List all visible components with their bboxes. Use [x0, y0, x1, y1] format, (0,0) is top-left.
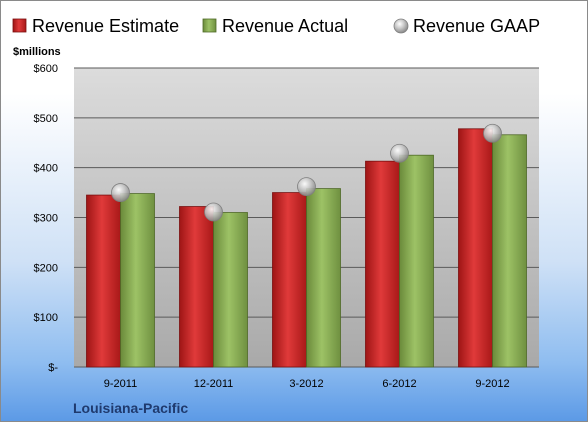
revenue-gaap-marker — [204, 202, 223, 222]
x-tick-label: 6-2012 — [382, 378, 416, 390]
revenue-gaap-marker — [483, 123, 502, 143]
y-tick-label: $500 — [34, 113, 58, 125]
revenue-estimate-bar — [365, 160, 400, 368]
revenue-estimate-bar — [272, 192, 307, 368]
y-tick-label: $600 — [34, 63, 58, 75]
revenue-estimate-bar — [179, 206, 214, 368]
revenue-actual-bar — [120, 193, 155, 368]
bars — [86, 128, 527, 368]
y-tick-label: $200 — [34, 262, 58, 274]
legend-revenue-estimate-label: Revenue Estimate — [32, 16, 179, 36]
revenue-actual-bar — [399, 154, 434, 368]
revenue-estimate-bar — [86, 194, 121, 368]
company-name: Louisiana-Pacific — [73, 400, 188, 416]
legend-revenue-actual-label: Revenue Actual — [222, 16, 348, 36]
revenue-actual-bar — [492, 134, 527, 368]
legend: Revenue Estimate Revenue Actual Revenue GA… — [12, 16, 540, 36]
x-tick-label: 3-2012 — [289, 378, 323, 390]
revenue-gaap-marker — [297, 177, 316, 197]
y-tick-label: $400 — [34, 163, 58, 175]
gaap-markers — [111, 123, 502, 222]
revenue-estimate-bar — [458, 128, 493, 368]
revenue-actual-bar — [213, 212, 248, 368]
legend-revenue-gaap-swatch — [393, 18, 409, 34]
x-tick-label: 9-2012 — [475, 378, 509, 390]
legend-revenue-gaap-label: Revenue GAAP — [413, 16, 540, 36]
revenue-actual-bar — [306, 188, 341, 368]
y-tick-label: $100 — [34, 312, 58, 324]
x-tick-label: 9-2011 — [104, 378, 137, 390]
revenue-gaap-marker — [111, 183, 130, 202]
y-tick-label: $- — [48, 362, 58, 374]
legend-revenue-estimate-swatch — [12, 18, 27, 33]
y-axis-unit-label: $millions — [13, 46, 61, 58]
x-axis-ticks: 9-2011 12-2011 3-2012 6-2012 9-2012 — [104, 378, 510, 390]
y-tick-label: $300 — [34, 213, 58, 225]
revenue-gaap-marker — [390, 143, 409, 163]
legend-revenue-actual-swatch — [202, 18, 217, 33]
y-axis-ticks: $- $100 $200 $300 $400 $500 $600 — [34, 63, 59, 374]
x-tick-label: 12-2011 — [194, 378, 234, 390]
